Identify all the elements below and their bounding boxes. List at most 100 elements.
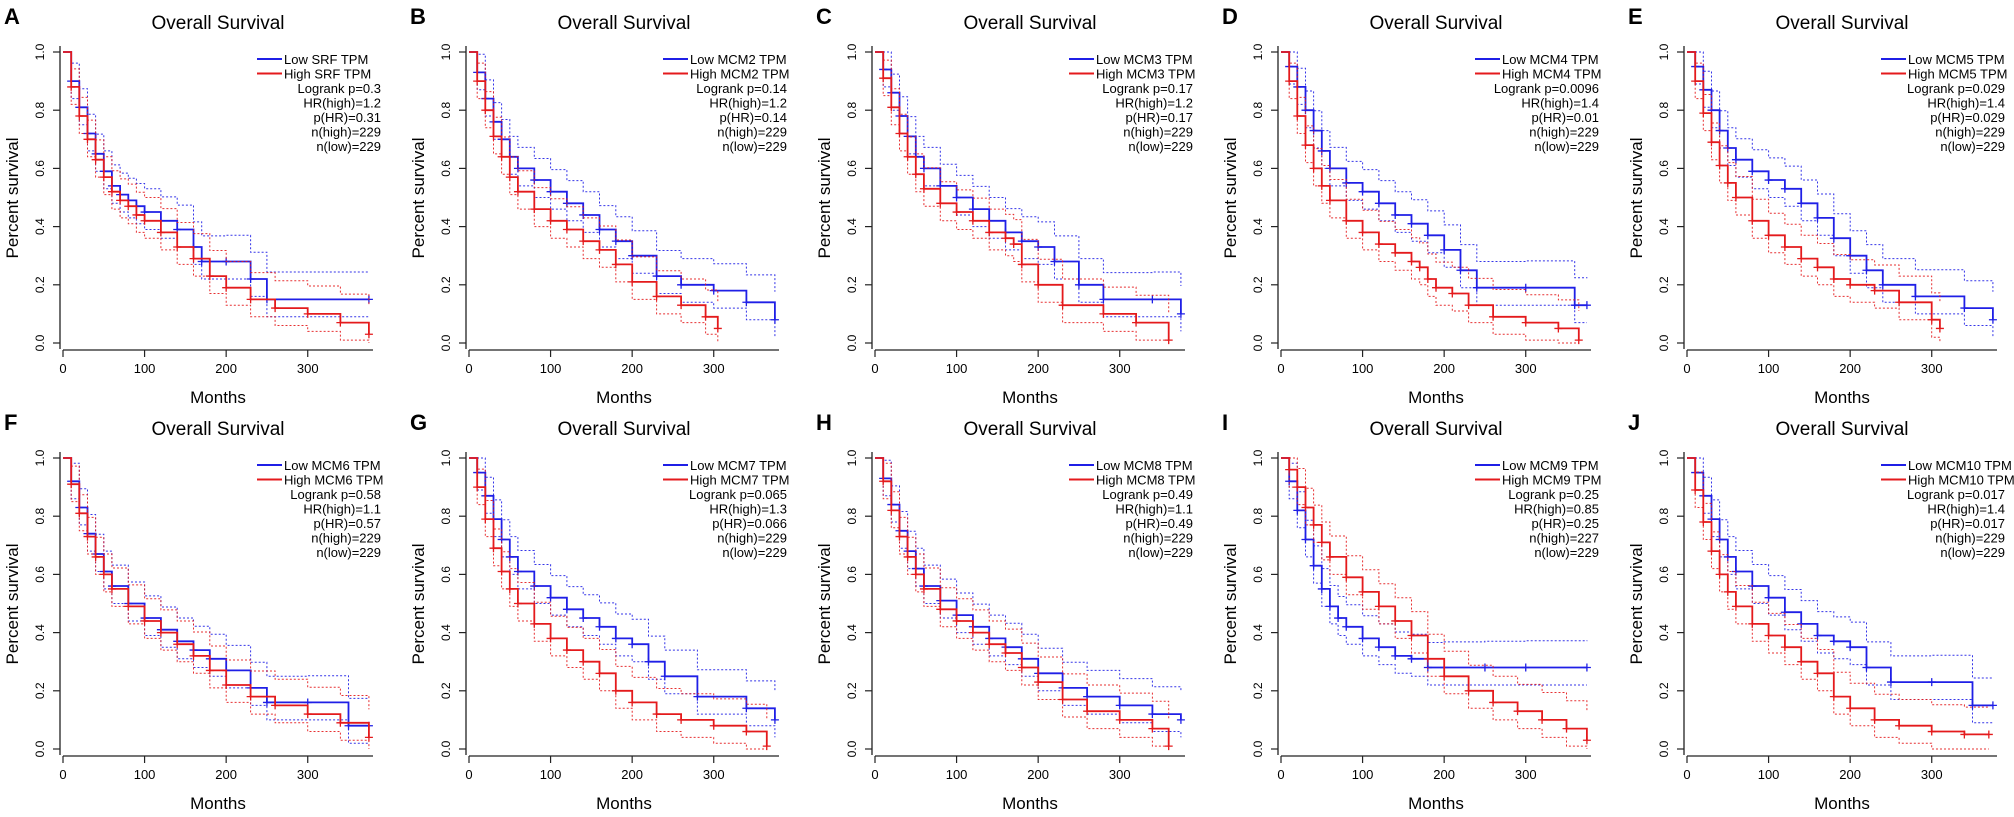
censor-mark — [1293, 506, 1302, 515]
censor-mark — [1074, 280, 1083, 289]
censor-mark — [742, 704, 751, 713]
stat-line: p(HR)=0.14 — [719, 110, 787, 125]
censor-mark — [1927, 727, 1936, 736]
censor-mark — [968, 628, 977, 637]
stat-line: HR(high)=1.2 — [709, 96, 787, 111]
censor-mark — [91, 552, 100, 561]
stat-line: Logrank p=0.17 — [1102, 81, 1193, 96]
y-tick-label: 0.8 — [439, 508, 453, 525]
y-tick-label: 0.6 — [1251, 160, 1265, 177]
censor-mark — [677, 301, 686, 310]
censor-mark — [1317, 538, 1326, 547]
legend-label: Low MCM7 TPM — [690, 458, 787, 473]
x-tick-label: 200 — [621, 361, 643, 376]
censor-mark — [1374, 602, 1383, 611]
censor-mark — [595, 669, 604, 678]
censor-mark — [936, 605, 945, 614]
censor-mark — [1582, 301, 1591, 310]
y-axis-label: Percent survival — [1221, 138, 1240, 259]
censor-mark — [156, 628, 165, 637]
y-tick-label: 0.6 — [33, 566, 47, 583]
x-tick-label: 0 — [1277, 767, 1284, 782]
censor-mark — [1325, 196, 1334, 205]
stat-line: Logrank p=0.58 — [290, 487, 381, 502]
legend-label: High MCM3 TPM — [1096, 67, 1195, 82]
censor-mark — [1554, 324, 1563, 333]
panel-title: Overall Survival — [1369, 13, 1502, 34]
censor-mark — [222, 680, 231, 689]
y-tick-label: 0.2 — [1657, 276, 1671, 293]
stat-line: p(HR)=0.49 — [1125, 516, 1193, 531]
censor-mark — [677, 280, 686, 289]
censor-mark — [1886, 678, 1895, 687]
censor-mark — [1115, 701, 1124, 710]
censor-mark — [336, 318, 345, 327]
x-tick-label: 100 — [540, 361, 562, 376]
censor-mark — [903, 152, 912, 161]
censor-mark — [1731, 193, 1740, 202]
x-tick-label: 300 — [1921, 361, 1943, 376]
censor-mark — [595, 622, 604, 631]
ci-upper-high — [1687, 51, 1941, 302]
censor-mark — [1374, 199, 1383, 208]
censor-mark — [579, 237, 588, 246]
censor-mark — [1099, 309, 1108, 318]
y-axis-label: Percent survival — [1627, 138, 1646, 259]
censor-mark — [1423, 231, 1432, 240]
censor-mark — [579, 657, 588, 666]
censor-mark — [1829, 234, 1838, 243]
censor-mark — [116, 196, 125, 205]
censor-mark — [481, 106, 490, 115]
x-tick-label: 300 — [297, 767, 319, 782]
censor-mark — [1764, 231, 1773, 240]
censor-mark — [124, 602, 133, 611]
censor-mark — [1083, 707, 1092, 716]
censor-mark — [1895, 298, 1904, 307]
legend-label: High MCM4 TPM — [1502, 67, 1601, 82]
y-tick-label: 0.0 — [1657, 334, 1671, 351]
y-tick-label: 0.4 — [439, 218, 453, 235]
censor-mark — [611, 634, 620, 643]
stat-line: n(low)=229 — [1940, 139, 2005, 154]
censor-mark — [1407, 631, 1416, 640]
censor-mark — [1691, 77, 1700, 86]
censor-mark — [911, 570, 920, 579]
censor-mark — [336, 718, 345, 727]
censor-mark — [189, 254, 198, 263]
y-tick-label: 0.4 — [1657, 624, 1671, 641]
x-tick-label: 300 — [1515, 361, 1537, 376]
censor-mark — [99, 173, 108, 182]
stat-line: n(low)=229 — [722, 139, 787, 154]
censor-mark — [1415, 263, 1424, 272]
censor-mark — [1870, 715, 1879, 724]
stat-line: p(HR)=0.01 — [1531, 110, 1599, 125]
y-axis-label: Percent survival — [409, 138, 428, 259]
stat-line: HR(high)=1.1 — [1115, 502, 1193, 517]
y-tick-label: 0.8 — [1657, 508, 1671, 525]
censor-mark — [1164, 336, 1173, 345]
stat-line: HR(high)=1.2 — [303, 96, 381, 111]
censor-mark — [246, 295, 255, 304]
censor-mark — [652, 292, 661, 301]
y-tick-label: 0.6 — [1657, 566, 1671, 583]
x-tick-label: 100 — [946, 767, 968, 782]
survival-curve-high — [1687, 51, 1941, 329]
panel-letter: C — [816, 4, 832, 29]
censor-mark — [303, 710, 312, 719]
censor-mark — [1960, 304, 1969, 313]
censor-mark — [1440, 245, 1449, 254]
stat-line: n(high)=229 — [1529, 125, 1599, 140]
survival-curve-high — [1687, 457, 1989, 736]
censor-mark — [879, 477, 888, 486]
ci-upper-high — [469, 51, 719, 302]
censor-mark — [919, 584, 928, 593]
censor-mark — [652, 710, 661, 719]
stat-line: n(high)=229 — [717, 125, 787, 140]
x-tick-label: 100 — [134, 767, 156, 782]
censor-mark — [1034, 280, 1043, 289]
censor-mark — [497, 567, 506, 576]
censor-mark — [1748, 167, 1757, 176]
censor-mark — [271, 701, 280, 710]
x-tick-label: 300 — [297, 361, 319, 376]
censor-mark — [222, 283, 231, 292]
